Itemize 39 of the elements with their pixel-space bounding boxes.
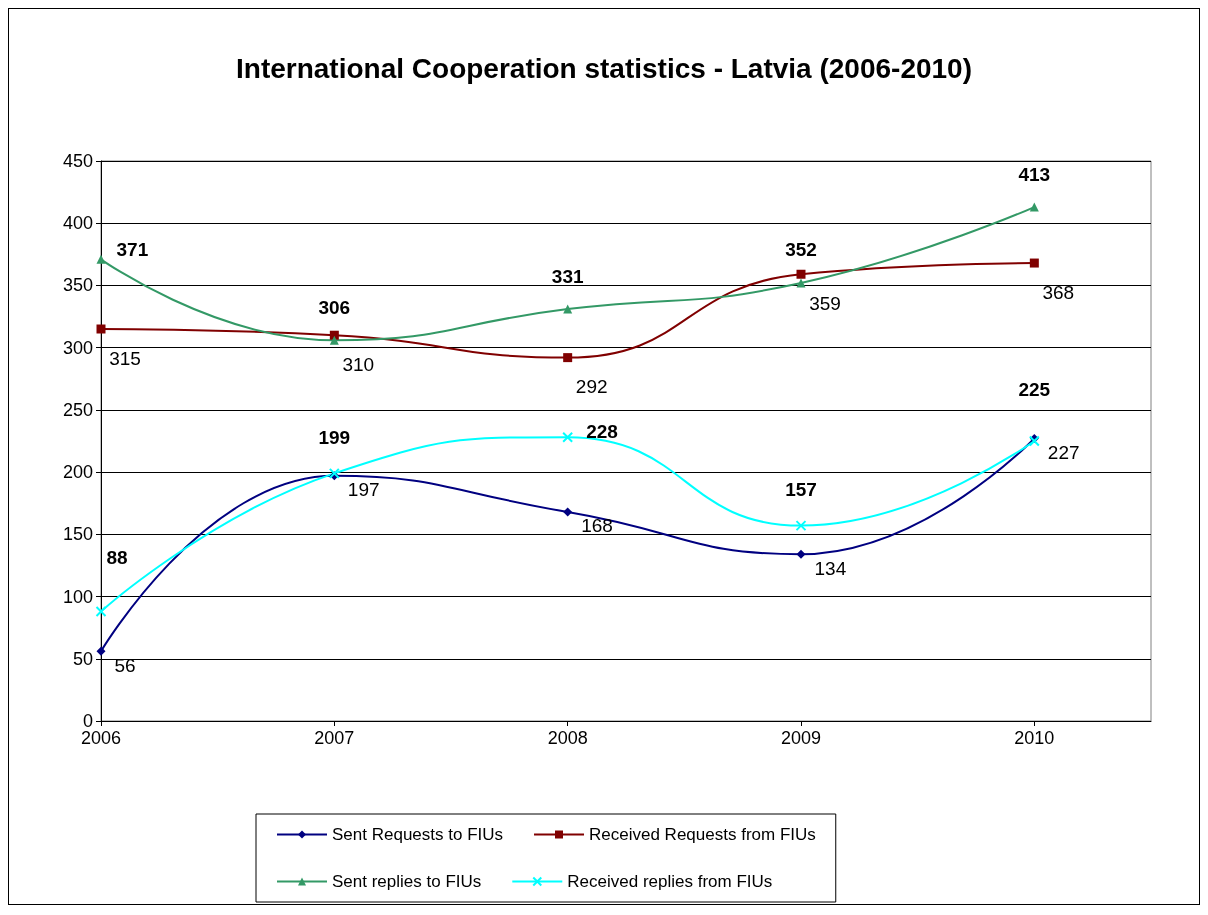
- data-label: 168: [581, 515, 613, 537]
- legend-label: Sent Requests to FIUs: [332, 825, 504, 844]
- data-label: 227: [1047, 442, 1080, 464]
- data-label: 197: [347, 479, 380, 501]
- x-tick-label: 2006: [80, 728, 122, 748]
- y-tick-label: 450: [62, 151, 93, 171]
- y-tick-label: 250: [62, 399, 93, 420]
- data-label: 134: [814, 557, 847, 579]
- data-label: 371: [116, 238, 149, 260]
- legend-label: Received Requests from FIUs: [589, 825, 816, 844]
- data-label: 88: [106, 546, 128, 568]
- y-tick-label: 50: [72, 648, 93, 669]
- data-label: 315: [109, 347, 141, 369]
- data-label: 413: [1018, 163, 1051, 185]
- y-tick-label: 100: [62, 586, 93, 607]
- data-label: 331: [551, 265, 584, 287]
- x-tick-label: 2007: [314, 728, 355, 748]
- data-label: 199: [318, 426, 351, 448]
- data-label: 292: [575, 376, 608, 398]
- data-label: 359: [809, 292, 841, 314]
- legend-label: Received replies from FIUs: [567, 872, 773, 891]
- data-label: 368: [1042, 281, 1075, 303]
- y-tick-label: 200: [62, 462, 93, 483]
- x-tick-label: 2009: [780, 728, 822, 748]
- data-label: 352: [785, 239, 817, 261]
- y-tick-label: 400: [62, 213, 93, 234]
- chart-title: International Cooperation statistics - Latvia (2006-2010): [236, 52, 972, 84]
- legend-label: Sent replies to FIUs: [332, 872, 482, 891]
- x-tick-label: 2008: [547, 728, 588, 748]
- data-label: 157: [785, 479, 817, 501]
- y-tick-label: 150: [62, 524, 93, 545]
- data-label: 306: [318, 296, 351, 318]
- data-label: 228: [586, 420, 618, 442]
- data-label: 310: [342, 353, 375, 375]
- y-tick-label: 300: [62, 337, 93, 358]
- data-label: 225: [1018, 378, 1051, 400]
- x-tick-label: 2010: [1014, 728, 1055, 748]
- y-tick-label: 350: [62, 275, 93, 296]
- y-tick-label: 0: [82, 711, 93, 731]
